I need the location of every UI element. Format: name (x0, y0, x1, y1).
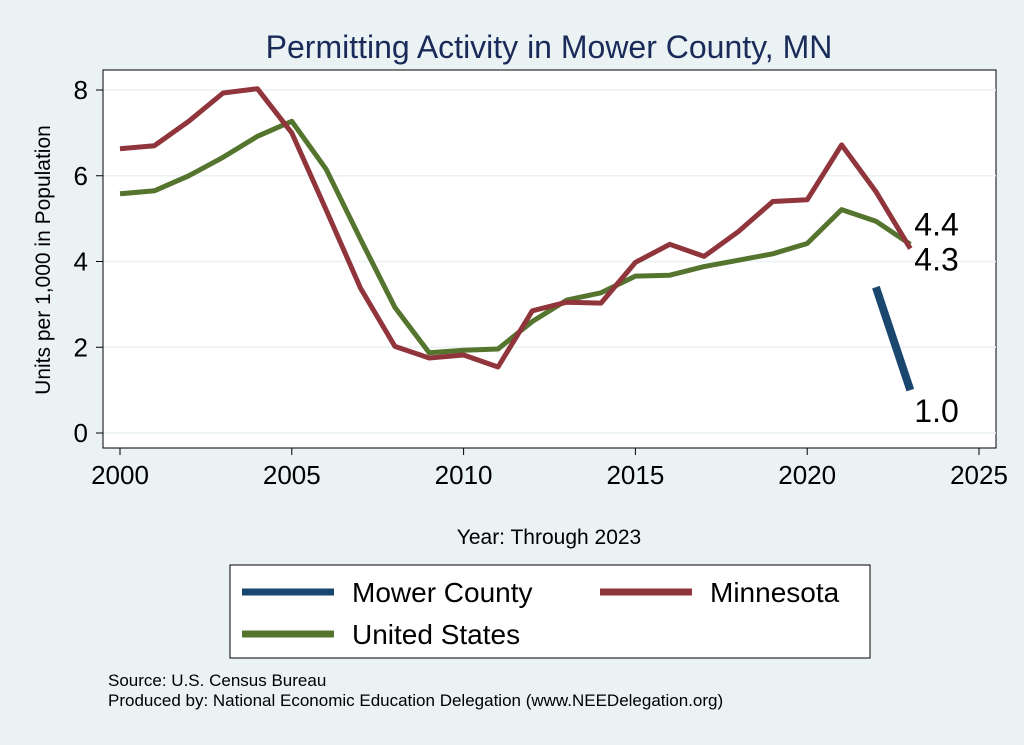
gridlines (103, 89, 996, 434)
legend-label: Minnesota (710, 577, 840, 608)
y-tick-label: 4 (74, 247, 88, 277)
series-line-mower-county (872, 285, 915, 392)
x-axis-label: Year: Through 2023 (457, 526, 642, 549)
x-tick-label: 2010 (435, 460, 493, 490)
source-note: Source: U.S. Census Bureau (108, 671, 327, 690)
end-label-mower-county: 1.0 (914, 393, 958, 429)
y-axis: 0 2 4 6 8 (74, 70, 104, 448)
end-label-minnesota: 4.3 (914, 242, 958, 278)
end-labels: 1.0 4.34.4 (914, 206, 958, 429)
x-tick-label: 2000 (91, 460, 149, 490)
y-tick-label: 0 (74, 418, 88, 448)
end-label-united-states: 4.4 (914, 206, 958, 242)
y-axis-label: Units per 1,000 in Population (32, 125, 55, 395)
plot-area (102, 69, 997, 449)
series-line-minnesota (119, 86, 913, 370)
x-tick-label: 2005 (263, 460, 321, 490)
y-tick-label: 6 (74, 161, 88, 191)
legend-label: Mower County (352, 577, 533, 608)
legend: Mower County Minnesota United States (242, 577, 840, 650)
produced-by-note: Produced by: National Economic Education… (108, 691, 724, 710)
legend-box (229, 564, 871, 659)
y-tick-label: 8 (74, 75, 88, 105)
legend-label: United States (352, 619, 520, 650)
x-tick-label: 2015 (606, 460, 664, 490)
chart-title: Permitting Activity in Mower County, MN (266, 29, 833, 65)
x-tick-label: 2025 (950, 460, 1008, 490)
y-tick-label: 2 (74, 332, 88, 362)
series-lines (119, 86, 915, 392)
x-axis: 2000 2005 2010 2015 2020 2025 (91, 447, 1008, 490)
x-tick-label: 2020 (778, 460, 836, 490)
